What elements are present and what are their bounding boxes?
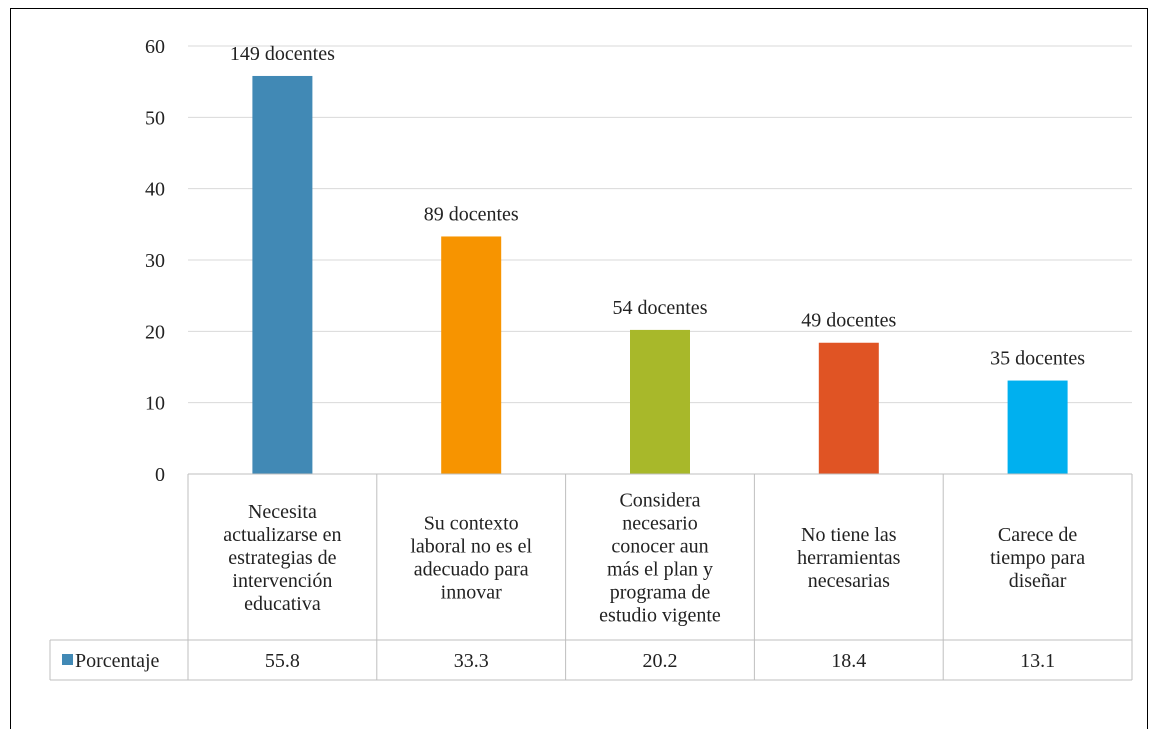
legend-label: Porcentaje [75,650,160,672]
table-value: 13.1 [1020,650,1055,672]
category-label: Considera necesario conocer aun más el plan… [599,490,721,627]
data-label: 49 docentes [801,310,896,332]
y-tick-label: 50 [145,107,165,129]
table-value: 55.8 [265,650,300,672]
bars [252,75,1068,475]
data-table: Necesita actualizarse en estrategias de int… [49,473,1133,681]
table-value: 20.2 [643,650,678,672]
y-tick-label: 20 [145,321,165,343]
data-label: 35 docentes [990,348,1085,370]
y-axis: 0 10 20 30 40 50 60 [145,36,165,486]
category-label: No tiene las herramientas necesarias [797,524,900,592]
bar [252,75,313,475]
data-label: 149 docentes [230,43,335,65]
y-tick-label: 40 [145,179,165,201]
legend-swatch [62,654,73,665]
category-label: Su contexto laboral no es el adecuado para… [410,513,532,604]
table-value: 33.3 [454,650,489,672]
bar [818,342,879,474]
y-tick-label: 60 [145,36,165,58]
category-label: Carece de tiempo para diseñar [990,524,1085,592]
data-label: 54 docentes [613,297,708,319]
bar [441,236,502,474]
y-tick-label: 0 [155,464,165,486]
data-label: 89 docentes [424,203,519,225]
bar [630,329,690,474]
category-label: Necesita actualizarse en estrategias de int… [223,501,341,615]
bar [1007,380,1068,474]
y-tick-label: 30 [145,250,165,272]
chart-frame [10,8,1148,729]
y-tick-label: 10 [145,393,165,415]
table-value: 18.4 [831,650,866,672]
data-labels: 149 docentes 89 docentes 54 docentes 49 doc… [230,43,1085,370]
